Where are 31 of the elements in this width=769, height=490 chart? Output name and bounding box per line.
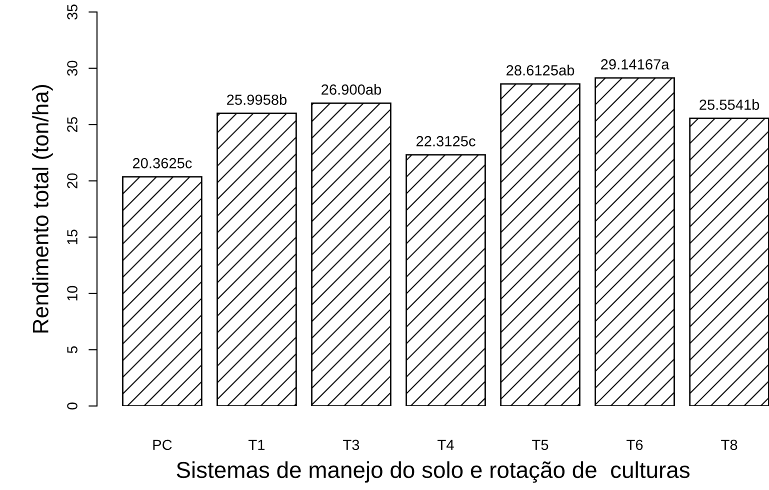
x-tick-label: T4 <box>438 440 454 450</box>
x-axis-title: Sistemas de manejo do solo e rotação de culturas <box>176 461 690 483</box>
y-tick-label: 35 <box>67 4 78 20</box>
data-label: 29.14167a <box>601 59 670 70</box>
data-label: 25.5541b <box>700 99 760 110</box>
data-label: 26.900ab <box>322 84 382 95</box>
bar <box>216 112 297 406</box>
bar <box>406 154 486 406</box>
y-tick-label: 20 <box>67 173 78 188</box>
x-tick-label: T6 <box>626 440 643 450</box>
bar <box>594 77 675 406</box>
bar <box>500 83 580 406</box>
y-tick-label: 0 <box>67 402 78 410</box>
data-label: 22.3125c <box>416 136 476 146</box>
bar <box>122 176 202 406</box>
data-label: 25.9958b <box>227 94 287 105</box>
y-tick-label: 5 <box>67 346 78 354</box>
y-tick-label: 15 <box>67 230 78 244</box>
bar <box>689 118 769 406</box>
y-tick-label: 10 <box>67 286 78 300</box>
x-tick-label: T5 <box>532 440 548 450</box>
data-label: 28.6125ab <box>506 64 574 76</box>
x-tick-label: PC <box>153 440 172 450</box>
x-tick-label: T3 <box>343 440 360 450</box>
bar <box>311 102 392 406</box>
x-tick-label: T1 <box>248 440 265 450</box>
y-tick-label: 30 <box>67 60 78 76</box>
y-tick-label: 25 <box>67 117 78 132</box>
data-label: 20.3625c <box>132 158 192 168</box>
x-tick-label: T8 <box>721 440 738 450</box>
y-axis-title: Rendimento total (ton/ha) <box>32 84 53 333</box>
